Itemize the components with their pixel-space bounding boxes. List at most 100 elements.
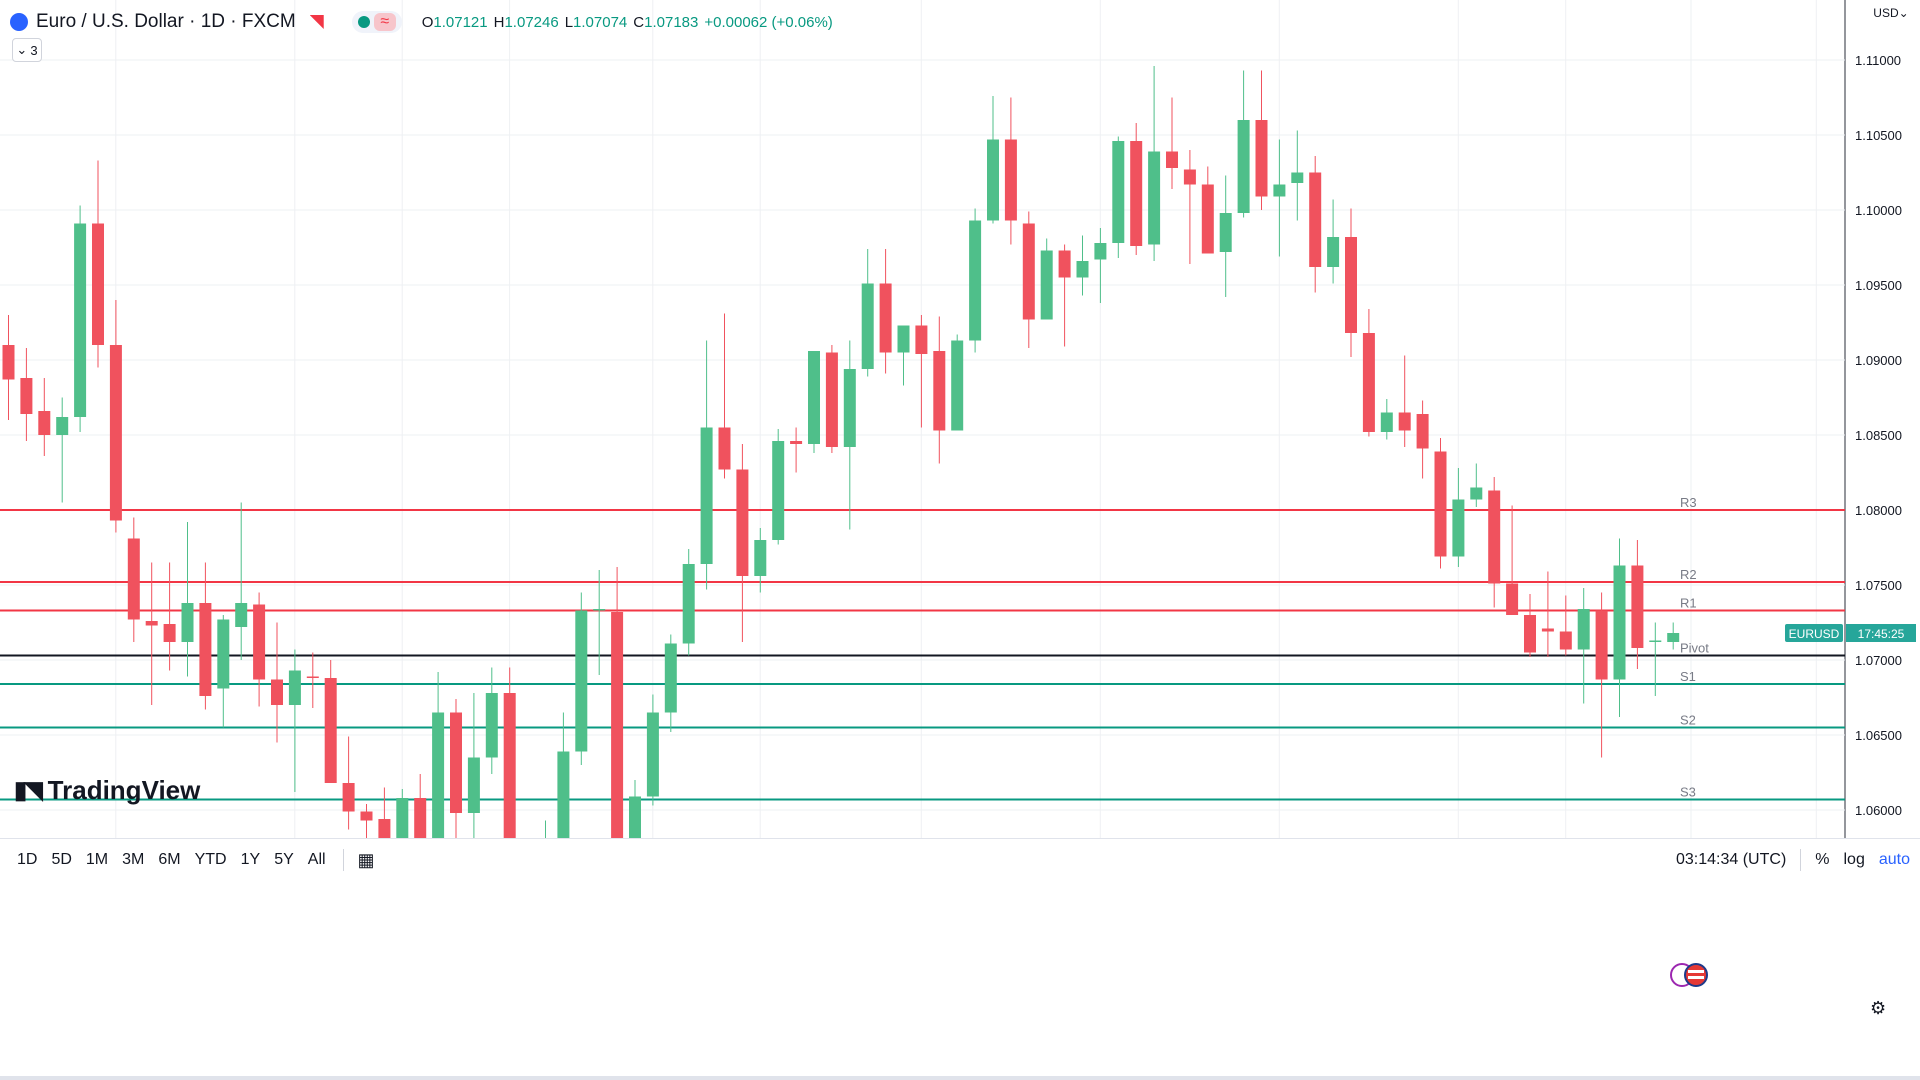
candle-body[interactable] bbox=[414, 798, 427, 838]
timeframe-1m[interactable]: 1M bbox=[85, 851, 109, 868]
candle-body[interactable] bbox=[1434, 451, 1447, 557]
candle-body[interactable] bbox=[575, 610, 588, 752]
candle-body[interactable] bbox=[879, 283, 892, 353]
candle-body[interactable] bbox=[1112, 141, 1125, 243]
candle-body[interactable] bbox=[1273, 184, 1286, 197]
candle-body[interactable] bbox=[915, 325, 928, 355]
candle-body[interactable] bbox=[1488, 490, 1501, 584]
candle-body[interactable] bbox=[378, 819, 391, 838]
candle-body[interactable] bbox=[1022, 223, 1035, 320]
candle-body[interactable] bbox=[74, 223, 87, 418]
candle-body[interactable] bbox=[1380, 412, 1393, 433]
candle-body[interactable] bbox=[56, 417, 69, 435]
candle-body[interactable] bbox=[1541, 628, 1554, 632]
candle-body[interactable] bbox=[933, 351, 946, 431]
candle-body[interactable] bbox=[360, 811, 373, 821]
candle-body[interactable] bbox=[1398, 412, 1411, 431]
candle-body[interactable] bbox=[843, 369, 856, 447]
candle-body[interactable] bbox=[235, 603, 248, 627]
candle-body[interactable] bbox=[951, 340, 964, 431]
timeframe-5y[interactable]: 5Y bbox=[274, 851, 294, 868]
candle-body[interactable] bbox=[181, 603, 194, 642]
price-axis-area[interactable] bbox=[1845, 0, 1920, 838]
indicators-toggle-button[interactable]: ⌄ 3 bbox=[12, 38, 42, 62]
candle-body[interactable] bbox=[1076, 261, 1089, 278]
candle-body[interactable] bbox=[1309, 172, 1322, 268]
candle-body[interactable] bbox=[682, 564, 695, 644]
candle-body[interactable] bbox=[396, 798, 409, 838]
candle-body[interactable] bbox=[897, 325, 910, 353]
candle-body[interactable] bbox=[629, 796, 641, 839]
candle-body[interactable] bbox=[109, 345, 122, 521]
candle-body[interactable] bbox=[1452, 499, 1465, 557]
candle-body[interactable] bbox=[127, 538, 140, 620]
candle-body[interactable] bbox=[1201, 184, 1214, 254]
candle-body[interactable] bbox=[1219, 213, 1232, 252]
currency-selector[interactable]: USD⌄ bbox=[1862, 6, 1920, 20]
candle-body[interactable] bbox=[217, 619, 230, 689]
candle-body[interactable] bbox=[288, 670, 301, 706]
candle-body[interactable] bbox=[1667, 633, 1680, 642]
candle-body[interactable] bbox=[1559, 631, 1572, 650]
candle-body[interactable] bbox=[432, 712, 445, 839]
timeframe-1y[interactable]: 1Y bbox=[240, 851, 261, 868]
candle-body[interactable] bbox=[700, 427, 713, 565]
candle-body[interactable] bbox=[1345, 237, 1357, 333]
candle-body[interactable] bbox=[1166, 151, 1178, 169]
candle-body[interactable] bbox=[861, 283, 874, 370]
timeframe-1d[interactable]: 1D bbox=[17, 851, 38, 868]
candle-body[interactable] bbox=[1577, 609, 1590, 650]
candle-body[interactable] bbox=[1362, 333, 1375, 432]
percent-scale-toggle[interactable]: % bbox=[1815, 851, 1830, 868]
candle-body[interactable] bbox=[1058, 250, 1071, 278]
timeframe-3m[interactable]: 3M bbox=[122, 851, 145, 868]
candle-body[interactable] bbox=[253, 604, 266, 680]
candle-body[interactable] bbox=[163, 624, 176, 642]
candle-body[interactable] bbox=[199, 603, 212, 696]
timeframe-all[interactable]: All bbox=[307, 851, 326, 868]
data-status-pill[interactable]: ≈ bbox=[351, 11, 402, 33]
candle-body[interactable] bbox=[467, 757, 480, 814]
candle-body[interactable] bbox=[324, 678, 337, 783]
candle-body[interactable] bbox=[718, 427, 731, 470]
calendar-range-icon[interactable]: ▦ bbox=[357, 849, 375, 870]
candle-body[interactable] bbox=[450, 712, 462, 814]
candle-body[interactable] bbox=[1237, 120, 1250, 213]
candle-body[interactable] bbox=[969, 220, 982, 341]
candle-body[interactable] bbox=[1291, 172, 1304, 184]
candle-body[interactable] bbox=[1148, 151, 1161, 245]
candle-body[interactable] bbox=[306, 676, 319, 679]
auto-scale-toggle[interactable]: auto bbox=[1878, 851, 1910, 868]
timeframe-6m[interactable]: 6M bbox=[158, 851, 181, 868]
candle-body[interactable] bbox=[790, 441, 803, 444]
candle-body[interactable] bbox=[1183, 169, 1196, 185]
candle-body[interactable] bbox=[736, 469, 749, 577]
candle-body[interactable] bbox=[92, 223, 104, 346]
compare-symbols-icon[interactable] bbox=[1668, 962, 1710, 988]
candle-body[interactable] bbox=[646, 712, 659, 797]
candle-body[interactable] bbox=[772, 441, 785, 540]
candle-body[interactable] bbox=[1094, 243, 1107, 260]
candle-body[interactable] bbox=[1255, 120, 1268, 197]
candle-body[interactable] bbox=[557, 751, 570, 839]
candle-body[interactable] bbox=[145, 621, 158, 626]
candle-body[interactable] bbox=[825, 352, 838, 448]
candle-body[interactable] bbox=[1506, 583, 1519, 616]
candle-body[interactable] bbox=[20, 378, 33, 414]
candle-body[interactable] bbox=[1595, 610, 1608, 680]
candle-body[interactable] bbox=[754, 540, 767, 576]
candle-body[interactable] bbox=[271, 679, 283, 706]
candle-body[interactable] bbox=[593, 609, 606, 611]
timeframe-ytd[interactable]: YTD bbox=[194, 851, 227, 868]
candle-body[interactable] bbox=[2, 345, 15, 380]
candle-body[interactable] bbox=[808, 351, 820, 444]
tradingview-logo[interactable]: ▮◥ TradingView bbox=[14, 775, 200, 806]
price-chart[interactable]: 1.11000 1.10500 1.10000 1.09500 1.09000 1.085… bbox=[0, 0, 1920, 838]
candle-body[interactable] bbox=[1524, 615, 1536, 653]
candle-body[interactable] bbox=[1130, 141, 1143, 246]
candle-body[interactable] bbox=[611, 612, 624, 838]
log-scale-toggle[interactable]: log bbox=[1843, 851, 1865, 868]
candle-body[interactable] bbox=[38, 411, 51, 435]
candle-body[interactable] bbox=[1649, 640, 1662, 643]
candle-body[interactable] bbox=[1613, 565, 1626, 680]
